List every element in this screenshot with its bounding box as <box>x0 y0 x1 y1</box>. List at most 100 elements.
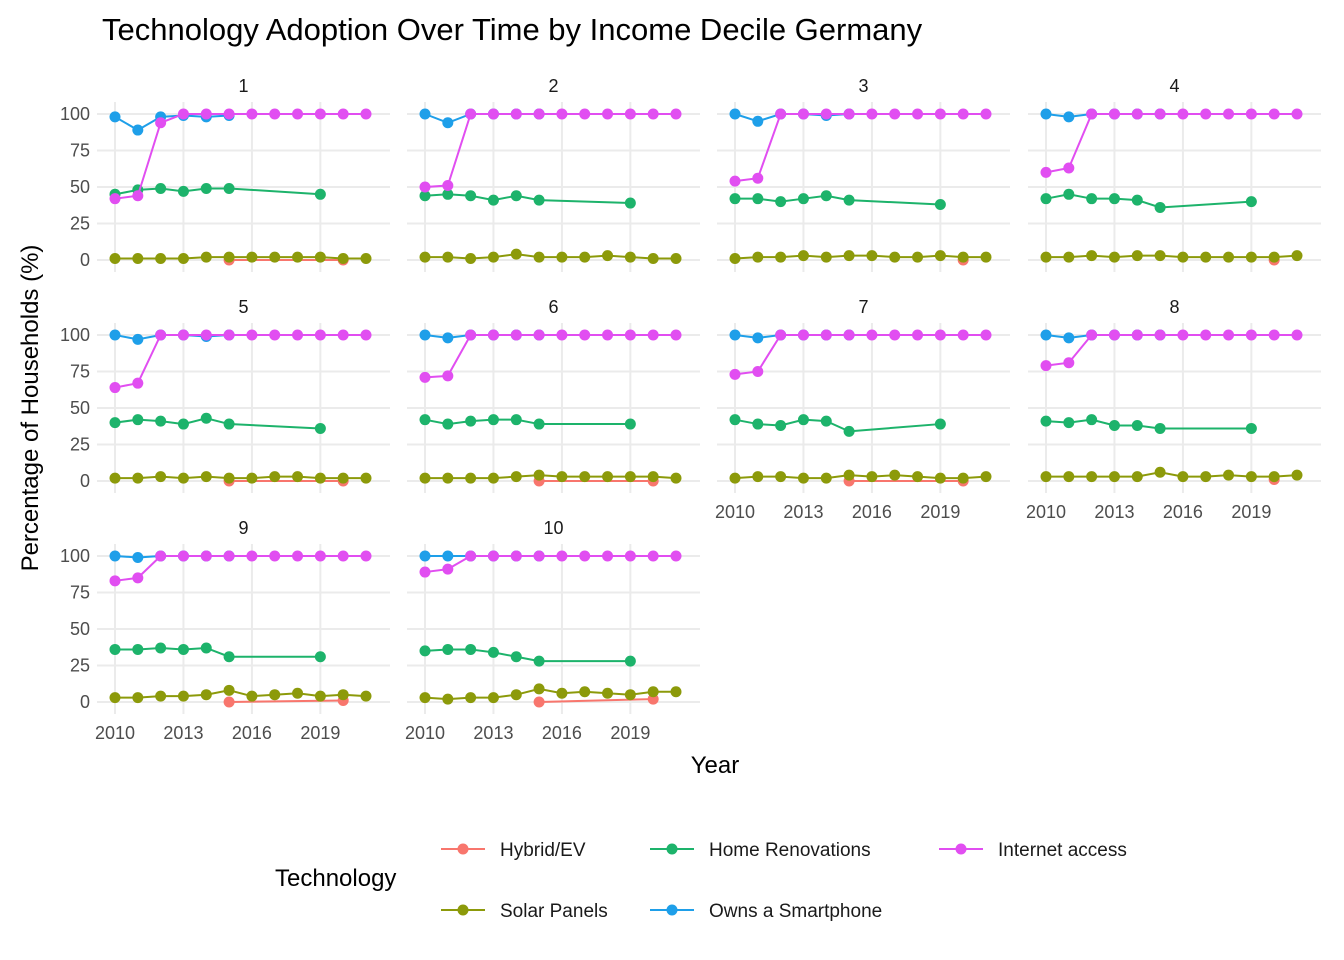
data-point <box>442 188 454 200</box>
data-point <box>957 251 969 263</box>
data-point <box>1063 162 1075 174</box>
data-point <box>1040 193 1052 205</box>
data-point <box>155 117 167 129</box>
data-point <box>200 689 212 701</box>
data-point <box>109 329 121 341</box>
data-point <box>200 642 212 654</box>
data-point <box>132 472 144 484</box>
data-point <box>442 550 454 562</box>
data-point <box>1200 329 1212 341</box>
data-point <box>775 471 787 483</box>
data-point <box>360 108 372 120</box>
data-point <box>200 550 212 562</box>
data-point <box>132 643 144 655</box>
series-line <box>114 334 366 389</box>
data-point <box>442 472 454 484</box>
data-point <box>843 329 855 341</box>
data-point <box>1154 250 1166 262</box>
data-point <box>177 690 189 702</box>
series-line <box>734 474 987 480</box>
data-point <box>624 329 636 341</box>
data-point <box>155 471 167 483</box>
data-point <box>533 194 545 206</box>
data-point <box>775 329 787 341</box>
data-point <box>246 251 258 263</box>
data-point <box>670 686 682 698</box>
data-point <box>465 253 477 265</box>
data-point <box>510 414 522 426</box>
data-point <box>980 329 992 341</box>
data-point <box>843 250 855 262</box>
data-point <box>1154 201 1166 213</box>
panel-6: 6 <box>407 297 700 493</box>
data-point <box>1086 193 1098 205</box>
data-point <box>579 686 591 698</box>
data-point <box>419 645 431 657</box>
data-point <box>177 550 189 562</box>
data-point <box>314 422 326 434</box>
data-point <box>292 251 304 263</box>
series-line <box>734 418 941 433</box>
data-point <box>556 329 568 341</box>
data-point <box>223 329 235 341</box>
data-point <box>155 182 167 194</box>
panel-1: 1 0 25 50 75 100 <box>60 76 390 272</box>
data-point <box>292 550 304 562</box>
data-point <box>269 329 281 341</box>
legend-item: Home Renovations <box>650 840 871 861</box>
data-point <box>246 550 258 562</box>
series-line <box>424 113 540 124</box>
data-point <box>1086 329 1098 341</box>
data-point <box>337 108 349 120</box>
series-line <box>424 418 631 426</box>
facet-label: 10 <box>543 518 563 538</box>
data-point <box>419 472 431 484</box>
data-point <box>1154 422 1166 434</box>
series-line <box>424 687 676 701</box>
series-home-renovations <box>419 643 636 667</box>
data-point <box>1268 108 1280 120</box>
data-point <box>980 471 992 483</box>
data-point <box>132 692 144 704</box>
data-point <box>1131 108 1143 120</box>
data-point <box>797 472 809 484</box>
data-point <box>155 550 167 562</box>
series-solar-panels <box>1040 250 1303 263</box>
series-line <box>229 699 344 703</box>
series-home-renovations <box>419 188 636 209</box>
data-point <box>1291 108 1303 120</box>
data-point <box>223 696 235 708</box>
series-home-renovations <box>729 414 946 437</box>
series-solar-panels <box>419 248 682 265</box>
data-point <box>487 251 499 263</box>
data-point <box>314 651 326 663</box>
data-point <box>1063 188 1075 200</box>
y-tick-label: 100 <box>60 546 90 566</box>
legend-key-point <box>457 843 469 855</box>
data-point <box>602 108 614 120</box>
data-point <box>442 332 454 344</box>
data-point <box>109 253 121 265</box>
data-point <box>510 689 522 701</box>
data-point <box>820 251 832 263</box>
data-point <box>1268 329 1280 341</box>
data-point <box>109 382 121 394</box>
x-tick-label: 2019 <box>1231 502 1271 522</box>
data-point <box>419 108 431 120</box>
legend-item: Solar Panels <box>441 901 608 922</box>
data-point <box>109 472 121 484</box>
data-point <box>314 329 326 341</box>
data-point <box>624 251 636 263</box>
facet-label: 7 <box>858 297 868 317</box>
data-point <box>442 117 454 129</box>
legend-item: Owns a Smartphone <box>650 901 882 922</box>
series-home-renovations <box>109 642 326 663</box>
data-point <box>155 642 167 654</box>
data-point <box>843 469 855 481</box>
data-point <box>729 368 741 380</box>
data-point <box>442 418 454 430</box>
data-point <box>602 250 614 262</box>
series-line <box>734 254 986 260</box>
data-point <box>647 686 659 698</box>
